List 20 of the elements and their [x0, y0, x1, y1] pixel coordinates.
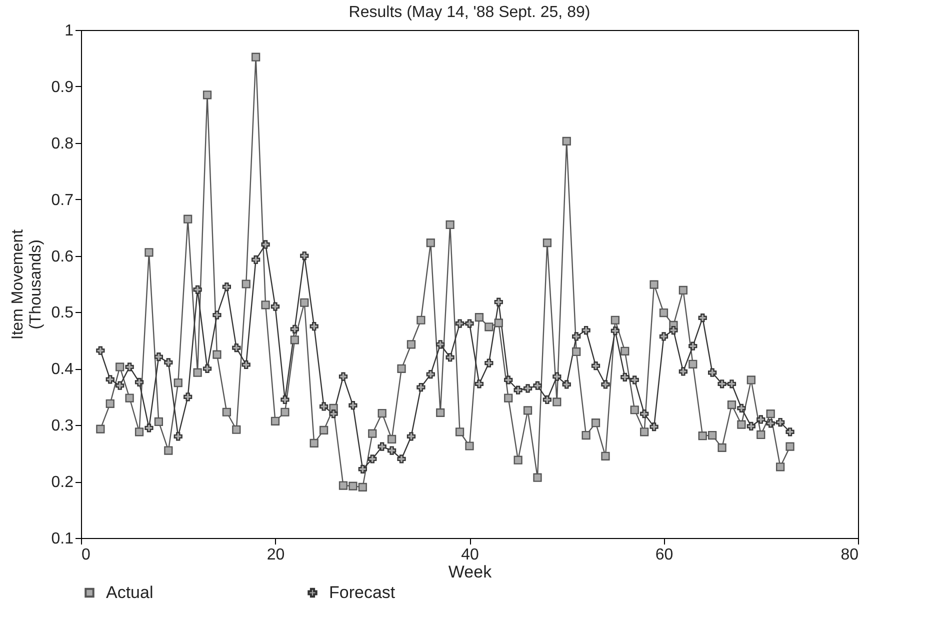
y-tick-label: 0.6: [51, 248, 74, 266]
legend-label: Forecast: [329, 582, 396, 602]
x-axis-title: Week: [448, 562, 492, 582]
y-tick-label: 0.2: [51, 474, 74, 492]
x-tick-label: 0: [82, 546, 90, 564]
x-tick-label: 60: [655, 546, 674, 564]
legend-label: Actual: [106, 582, 154, 602]
chart-title: Results (May 14, '88 Sept. 25, 89): [348, 4, 590, 21]
y-axis-title: Item Movement (Thousands): [9, 228, 44, 340]
y-tick-label: 0.4: [51, 361, 74, 378]
y-tick-label: 0.3: [51, 418, 74, 435]
y-tick-label: 0.9: [51, 78, 74, 96]
x-tick-label: 80: [840, 546, 859, 564]
y-tick-label: 0.7: [51, 192, 74, 209]
x-tick-label: 40: [461, 546, 479, 564]
y-tick-label: 0.8: [51, 135, 74, 152]
x-tick-label: 20: [266, 546, 285, 564]
y-tick-label: 0.5: [51, 304, 74, 322]
y-tick-label: 1: [64, 22, 74, 40]
y-tick-label: 0.1: [51, 530, 74, 548]
